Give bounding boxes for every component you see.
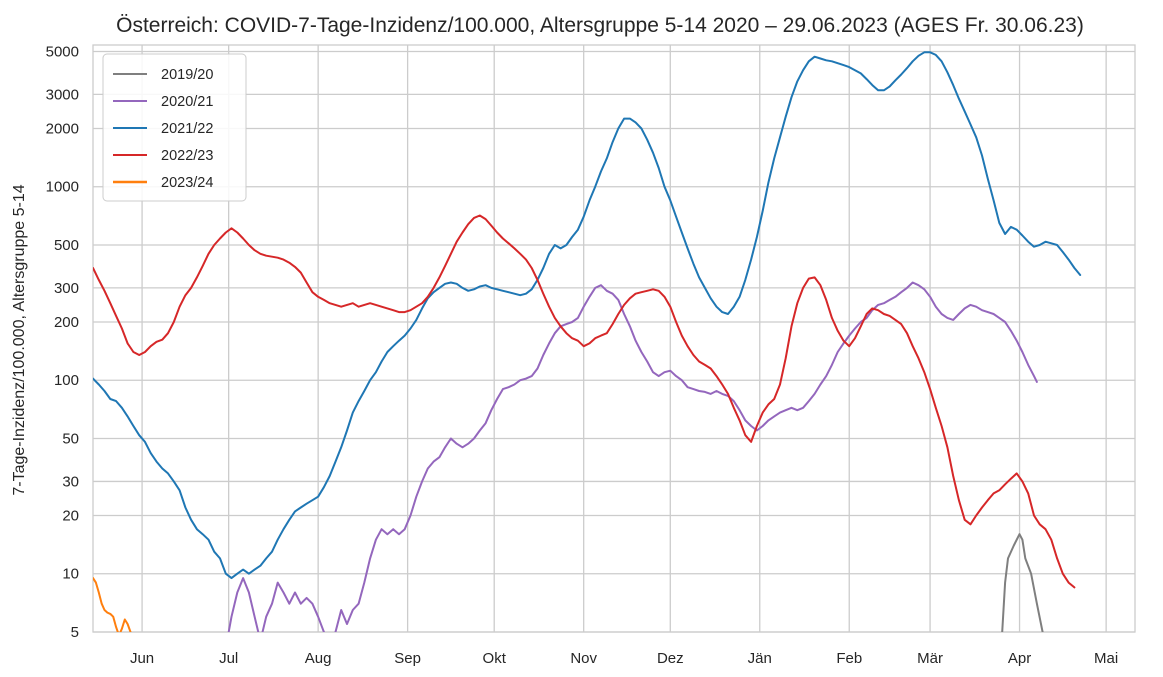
y-tick-label: 2000 [46,120,79,137]
y-axis-label: 7-Tage-Inzidenz/100.000, Altersgruppe 5-… [11,184,28,495]
y-tick-label: 50 [62,430,79,447]
legend-label: 2020/21 [161,94,213,110]
legend-label: 2023/24 [161,175,213,191]
legend-box [102,53,247,202]
x-tick-label: Jän [748,650,772,667]
y-tick-label: 100 [54,372,79,389]
y-tick-label: 300 [54,280,79,297]
x-tick-label: Jun [130,650,154,667]
x-tick-label: Apr [1008,650,1031,667]
y-tick-label: 10 [62,566,79,583]
plot-frame [92,44,1136,633]
x-tick-label: Jul [219,650,238,667]
y-tick-label: 3000 [46,86,79,103]
x-tick-label: Mär [917,650,943,667]
y-tick-label: 200 [54,314,79,331]
series-line-2022-23 [93,214,1076,589]
y-tick-label: 1000 [46,179,79,196]
y-tick-label: 5000 [46,43,79,60]
series-line-2023-24 [93,577,132,632]
chart-title: Österreich: COVID-7-Tage-Inzidenz/100.00… [116,14,1084,37]
y-tick-label: 5 [71,624,79,641]
legend-label: 2022/23 [161,148,213,164]
x-tick-label: Nov [570,650,597,667]
x-tick-label: Sep [394,650,421,667]
y-tick-label: 20 [62,507,79,524]
legend: 2019/20 2020/21 2021/22 2022/23 2023/24 [102,53,247,202]
x-tick-labels: Jun Jul Aug Sep Okt Nov Dez Jän Feb Mär Apr Mai [130,650,1118,667]
y-tick-label: 30 [62,473,79,490]
y-tick-labels: 5 10 20 30 50 100 200 300 500 1000 2000 3000 5000 [46,43,79,641]
series-lines [93,51,1082,632]
x-tick-label: Dez [657,650,684,667]
series-line-2021-22 [93,51,1082,580]
series-line-2019-20 [1001,533,1044,632]
x-tick-label: Aug [305,650,332,667]
x-tick-label: Feb [836,650,862,667]
legend-items: 2019/20 2020/21 2021/22 2022/23 2023/24 [113,67,213,191]
legend-label: 2019/20 [161,67,213,83]
x-tick-label: Okt [483,650,507,667]
x-tick-label: Mai [1094,650,1118,667]
grid [93,45,1135,633]
legend-label: 2021/22 [161,121,213,137]
y-tick-label: 500 [54,237,79,254]
series-line-2020-21 [227,281,1038,632]
